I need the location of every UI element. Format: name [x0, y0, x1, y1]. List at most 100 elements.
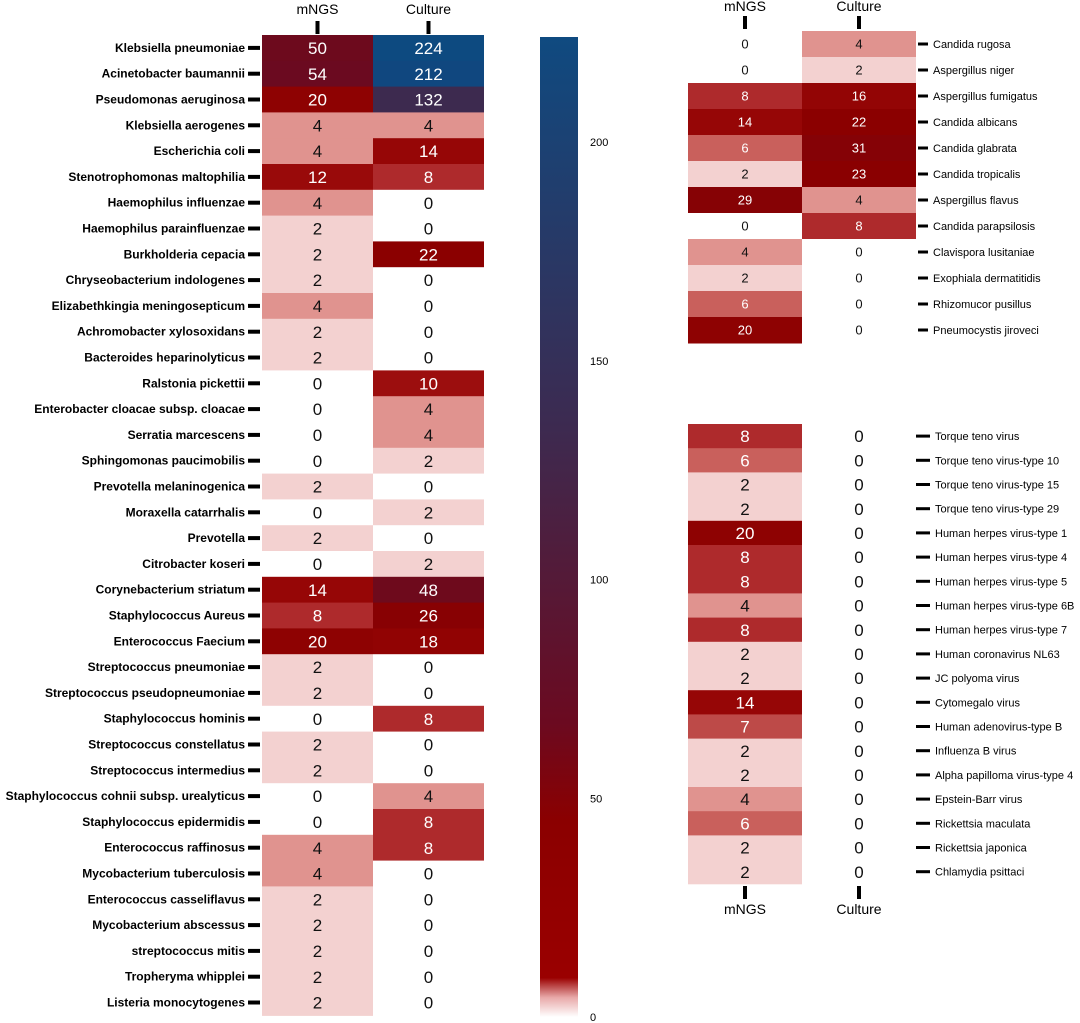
- cell-value-label: 2: [313, 736, 322, 755]
- column-label: Culture: [836, 0, 881, 14]
- row-label: Streptococcus pseudopneumoniae: [45, 686, 245, 700]
- cell-value-label: 4: [313, 839, 322, 858]
- cell-value-label: 0: [854, 790, 863, 809]
- heatmap-cell: [262, 628, 373, 655]
- row-tick: [248, 123, 260, 128]
- row-tick: [916, 458, 930, 462]
- heatmap-cell: [688, 666, 802, 691]
- row-tick: [916, 531, 930, 535]
- row-label: Aspergillus flavus: [933, 195, 1019, 207]
- cell-value-label: 4: [855, 193, 862, 208]
- heatmap-cell: [373, 396, 484, 423]
- cell-value-label: 0: [313, 787, 322, 806]
- heatmap-cell: [373, 293, 484, 320]
- row-tick: [248, 484, 260, 489]
- heatmap-cell: [262, 86, 373, 113]
- cell-value-label: 8: [741, 89, 748, 104]
- cell-value-label: 0: [854, 814, 863, 833]
- heatmap-cell: [688, 291, 802, 318]
- row-label: Streptococcus pneumoniae: [88, 660, 246, 674]
- cell-value-label: 2: [424, 452, 433, 471]
- cell-value-label: 2: [313, 349, 322, 368]
- row-tick: [918, 120, 928, 124]
- row-label: Human adenovirus-type B: [935, 722, 1062, 734]
- row-tick: [918, 250, 928, 254]
- row-label: Citrobacter koseri: [142, 557, 245, 571]
- cell-value-label: 0: [313, 400, 322, 419]
- row-label: Corynebacterium striatum: [96, 583, 245, 597]
- row-tick: [248, 613, 260, 618]
- row-tick: [916, 797, 930, 801]
- row-label: Human coronavirus NL63: [935, 649, 1060, 661]
- cell-value-label: 6: [741, 297, 748, 312]
- heatmap-cell: [373, 138, 484, 165]
- row-tick: [248, 716, 260, 721]
- row-label: Enterococcus casseliflavus: [88, 892, 246, 906]
- cell-value-label: 0: [855, 297, 862, 312]
- heatmap-cell: [802, 666, 916, 691]
- row-label: Clavispora lusitaniae: [933, 247, 1035, 259]
- row-label: Rickettsia japonica: [935, 843, 1028, 855]
- heatmap-cell: [262, 138, 373, 165]
- row-tick: [248, 174, 260, 179]
- heatmap-cell: [262, 112, 373, 139]
- cell-value-label: 20: [738, 323, 752, 338]
- cell-value-label: 0: [854, 427, 863, 446]
- heatmap-cell: [802, 213, 916, 240]
- heatmap-cell: [688, 424, 802, 449]
- cell-value-label: 22: [419, 245, 438, 264]
- row-tick: [916, 700, 930, 704]
- row-label: Enterococcus raffinosus: [104, 841, 245, 855]
- heatmap-cell: [802, 448, 916, 473]
- cell-value-label: 29: [738, 193, 752, 208]
- heatmap-cell: [373, 783, 484, 810]
- cell-value-label: 14: [738, 115, 752, 130]
- heatmap-cell: [262, 241, 373, 268]
- heatmap-cell: [802, 520, 916, 546]
- cell-value-label: 8: [424, 710, 433, 729]
- row-tick: [916, 870, 930, 874]
- heatmap-cell: [373, 267, 484, 294]
- cell-value-label: 4: [740, 597, 749, 616]
- heatmap-cell: [262, 860, 373, 887]
- row-tick: [918, 198, 928, 202]
- heatmap-cell: [688, 109, 802, 136]
- colorbar-tick-label: 200: [590, 137, 608, 149]
- row-tick: [248, 458, 260, 463]
- row-label: Sphingomonas paucimobilis: [82, 454, 246, 468]
- row-label: Torque teno virus: [935, 431, 1020, 443]
- heatmap-cell: [373, 576, 484, 604]
- heatmap-cell: [262, 602, 373, 629]
- row-tick: [248, 561, 260, 566]
- heatmap-cell: [688, 239, 802, 266]
- heatmap-cell: [688, 31, 802, 58]
- heatmap-cell: [688, 738, 802, 764]
- cell-value-label: 0: [424, 994, 433, 1013]
- heatmap-cell: [802, 811, 916, 836]
- row-label: Chlamydia psittaci: [935, 867, 1024, 879]
- cell-value-label: 2: [740, 500, 749, 519]
- cell-value-label: 48: [419, 581, 438, 600]
- heatmap-cell: [373, 422, 484, 449]
- row-label: Prevotella melaninogenica: [94, 480, 246, 494]
- cell-value-label: 2: [313, 478, 322, 497]
- heatmap-cell: [262, 551, 373, 578]
- cell-value-label: 0: [424, 349, 433, 368]
- heatmap-cell: [802, 57, 916, 84]
- cell-value-label: 2: [740, 669, 749, 688]
- heatmap-cell: [262, 473, 373, 500]
- row-label: Pseudomonas aeruginosa: [96, 93, 246, 107]
- heatmap-cell: [373, 370, 484, 397]
- column-label: Culture: [406, 1, 451, 17]
- row-label: Rhizomucor pusillus: [933, 299, 1032, 311]
- heatmap-cell: [262, 809, 373, 836]
- heatmap-cell: [688, 762, 802, 788]
- heatmap-cell: [688, 187, 802, 214]
- heatmap-cell: [373, 60, 484, 88]
- cell-value-label: 2: [313, 968, 322, 987]
- cell-value-label: 0: [424, 658, 433, 677]
- cell-value-label: 2: [313, 890, 322, 909]
- cell-value-label: 2: [740, 766, 749, 785]
- heatmap-cell: [802, 496, 916, 522]
